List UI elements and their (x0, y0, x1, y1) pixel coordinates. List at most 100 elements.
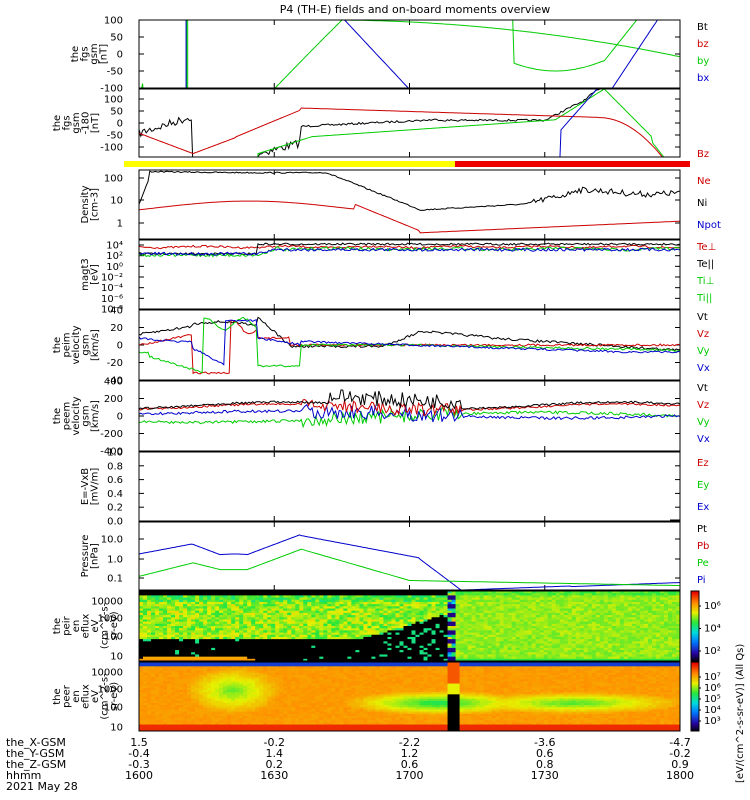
panel-efield-ytick-4: 0.2 (107, 503, 123, 514)
panel-temperature-legend-1: Te|| (696, 259, 714, 270)
panel-pressure-ylabel-0: Pressure (80, 535, 91, 578)
panel-peir-ylabel-1: peir (62, 615, 73, 635)
panel-peer-ylabel-1: peer (62, 684, 73, 708)
panel-peer-ytick-1: 1000 (98, 685, 123, 696)
panel-density-ylabel-1: [cm-3] (90, 188, 101, 221)
ephem-col1-row2: 0.2 (266, 758, 284, 771)
ephem-col4-row3: 1800 (666, 769, 694, 782)
panel-fgs-ytick-4: -100 (100, 84, 123, 95)
panel-fgs_clip-ytick-1: 50 (110, 107, 123, 118)
panel-peer-ytick-2: 100 (104, 703, 123, 714)
panel-peem_velocity-ylabel-1: peem (62, 402, 73, 430)
ephem-label-1: the_Y-GSM (6, 747, 64, 760)
panel-peem_velocity-ylabel-0: the (52, 408, 63, 424)
colorbar-peir-tick-1: 10⁴ (704, 624, 721, 635)
panel-pressure-legend-1: Pb (697, 541, 709, 552)
panel-temperature-plot (139, 242, 680, 258)
panel-density-frame (138, 169, 681, 240)
ephem-col1-row0: -0.2 (264, 736, 285, 749)
panel-fgs_clip-ytick-3: -50 (107, 131, 123, 142)
panel-peem_velocity-legend-0: Vt (697, 383, 708, 394)
panel-pressure-legend-2: Pe (697, 558, 709, 569)
panel-fgs_clip-ylabel-1: fgs (62, 115, 73, 130)
panel-fgs-legend-1: bz (697, 39, 709, 50)
panel-temperature-ytick-3: 10⁻² (101, 273, 123, 284)
line-vt (139, 389, 680, 411)
panel-peir-ylabel-6: sr-eV) (109, 611, 120, 640)
panel-efield-legend-1: Ey (697, 480, 709, 491)
panel-density-ytick-1: 10 (110, 196, 123, 207)
ephem-col2-row2: 0.6 (401, 758, 419, 771)
colorbar-peer-tick-3: 10⁴ (704, 705, 721, 716)
panel-fgs-legend-2: by (697, 56, 709, 67)
ephem-col1-row3: 1630 (260, 769, 288, 782)
panel-peem_velocity-legend-3: Vx (697, 434, 710, 445)
panel-efield-ytick-5: 0.0 (107, 517, 123, 528)
panel-peem_velocity-ylabel-4: [km/s] (90, 400, 101, 432)
panel-peir-ytick-3: 10 (110, 652, 123, 663)
panel-peir-ylabel-4: eV (90, 619, 101, 632)
panel-peem_velocity-ytick-4: -400 (100, 447, 123, 458)
panel-temperature-ytick-6: 10⁻⁸ (101, 305, 123, 316)
panel-peim_velocity-legend-2: Vy (697, 346, 710, 357)
panels: thefgsgsm[nT]100500-50-100Btbzbybxthefgs… (52, 16, 746, 784)
line-bt (139, 89, 601, 157)
panel-temperature-ytick-1: 10² (106, 251, 123, 262)
ephem-col0-row1: -0.4 (128, 747, 149, 760)
panel-efield: E=-VxB[mV/m] 1.0 0.8 0.6 0.4 0.2 0.0 Ez Ey Ex (80, 448, 709, 528)
panel-fgs_clip-legend-0: Bz (697, 149, 709, 160)
panel-fgs-ytick-1: 50 (110, 33, 123, 44)
panel-peir-ylabel-5: (cm^2-s- (100, 602, 111, 649)
mode-bar-yellow (124, 161, 455, 167)
panel-pressure-frame (138, 521, 681, 591)
colorbar-peer (691, 662, 699, 665)
panel-peir-ylabel-3: eflux (81, 614, 92, 639)
panel-peim_velocity-ylabel-1: peim (62, 332, 73, 357)
panel-efield-ytick-3: 0.4 (107, 489, 123, 500)
colorbar-peer-tick-1: 10⁶ (704, 683, 721, 694)
panel-pressure-plot (139, 534, 680, 590)
panel-peim_velocity-legend-0: Vt (697, 312, 708, 323)
ephem-col3-row1: 0.6 (536, 747, 554, 760)
panel-fgs-ytick-0: 100 (104, 16, 123, 27)
panel-peem_velocity-legend-1: Vz (697, 400, 709, 411)
panel-peem_velocity-ylabel-2: velocity (71, 396, 82, 435)
ephem-col4-row2: 0.9 (671, 758, 689, 771)
panel-fgs_clip-frame (138, 88, 681, 158)
line-vx (139, 318, 680, 366)
panel-temperature-ytick-0: 10⁴ (106, 241, 123, 252)
ephem-col0-row2: -0.3 (128, 758, 149, 771)
panel-peer-ylabel-2: en (71, 690, 82, 703)
panel-fgs-plot (141, 20, 680, 88)
panel-peim_velocity-ylabel-2: velocity (71, 325, 82, 364)
ephem-label-2: the_Z-GSM (6, 758, 66, 771)
line-by (257, 89, 665, 157)
colorbar-peir (691, 591, 699, 594)
panel-pressure-ytick-1: 1.0 (107, 555, 123, 566)
ephem-col3-row3: 1730 (531, 769, 559, 782)
panel-density-legend-0: Ne (697, 176, 711, 187)
line-ni (139, 170, 680, 211)
panel-peer-plot (139, 662, 680, 731)
panel-density-ytick-0: 100 (104, 174, 123, 185)
panel-density-plot (139, 170, 680, 234)
colorbar-peer-tick-4: 10³ (704, 716, 721, 727)
panel-temperature-legend-2: Ti⊥ (696, 276, 714, 287)
panel-peem_velocity-frame (138, 380, 681, 452)
panel-peem_velocity-ytick-2: 0 (117, 412, 123, 423)
ephem-col0-row3: 1600 (125, 769, 153, 782)
panel-fgs_clip-ylabel-3: -180 (81, 112, 92, 135)
panel-fgs-legend-3: bx (697, 73, 709, 84)
panel-efield-ytick-0: 1.0 (107, 448, 123, 459)
panel-temperature-ylabel-0: magt3 (80, 258, 91, 291)
panel-fgs-ytick-3: -50 (107, 67, 123, 78)
panel-peer-ylabel-0: the (52, 688, 63, 704)
panel-peir-ytick-0: 10000 (91, 597, 123, 608)
panel-fgs-legend-0: Bt (697, 22, 708, 33)
colorbar-label: [eV/(cm^2-s-sr-eV)] (All Qs) (735, 644, 746, 783)
line-pe (139, 548, 680, 587)
panel-density: Density[cm-3]100 10 1 Ne Ni Npot (80, 169, 721, 240)
